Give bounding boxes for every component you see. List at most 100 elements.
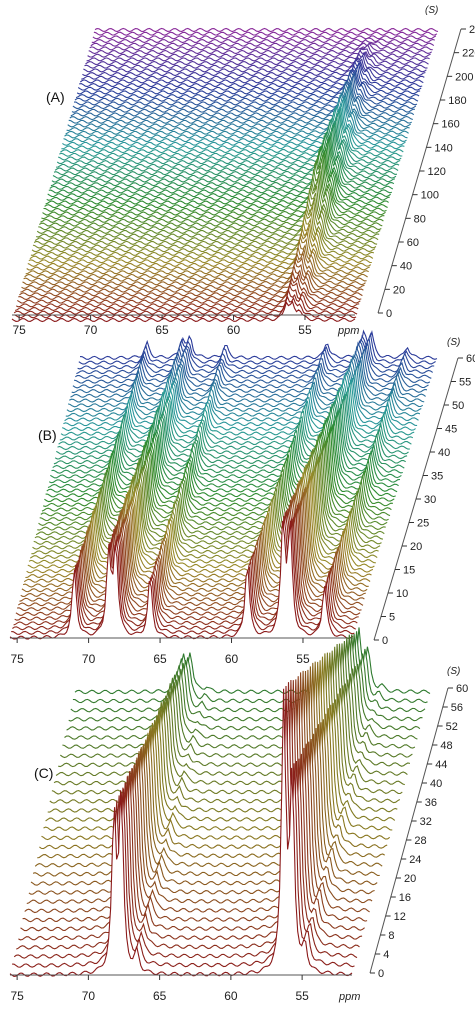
spectral-traces [9,329,438,640]
spectrum-trace [89,42,433,51]
depth-tick-label: 55 [459,377,471,389]
spectrum-trace [85,49,429,66]
spectrum-trace [11,300,356,323]
x-tick-label: 60 [225,652,239,666]
spectrum-trace [69,84,413,121]
x-tick-label: 75 [10,989,24,1003]
spectrum-trace [86,48,430,62]
spectrum-trace [27,227,372,267]
spectrum-trace [64,637,418,740]
spectrum-trace [25,236,369,275]
spectral-traces [9,627,431,977]
spectrum-trace [70,634,426,713]
spectrum-trace [76,339,434,375]
spectrum-trace [36,185,380,238]
spectrum-trace [74,71,419,102]
depth-tick-label: 50 [452,400,464,412]
depth-tick-label: 140 [434,142,452,154]
spectrum-trace [90,39,435,47]
spectrum-trace [32,666,380,877]
spectrum-trace [33,195,378,245]
spectrum-trace [51,650,403,795]
depth-tick-label: 0 [382,635,388,647]
spectrum-trace [16,679,360,950]
panel-label: (B) [38,427,57,443]
spectrum-trace [22,250,366,286]
spectrum-trace [26,670,373,905]
spectrum-trace [34,189,379,242]
spectrum-trace [66,634,421,731]
spectrum-trace [13,288,358,315]
spectrum-trace [30,669,378,886]
spectrum-trace [88,42,432,55]
spectrum-trace [49,135,394,190]
depth-tick-label: 20 [393,284,405,296]
x-tick-label: 55 [296,652,310,666]
depth-tick-label: 45 [445,424,457,436]
depth-tick-label: 20 [404,873,416,885]
spectrum-trace [47,652,398,813]
spectrum-trace [81,58,425,80]
depth-tick-label: 30 [424,494,436,506]
x-tick-label: 65 [155,323,169,337]
x-tick-label: 65 [153,652,167,666]
spectrum-trace [56,113,401,165]
spectrum-trace [92,35,437,40]
depth-axis-label: (S) [447,666,460,677]
spectrum-trace [45,653,396,822]
panel-b: 7570656055ppm051015202530354045505560(S)… [9,329,475,666]
spectrum-trace [50,132,395,187]
depth-tick-label: 16 [399,892,411,904]
x-tick-label: 70 [82,652,96,666]
spectrum-trace [17,276,361,304]
depth-tick-label: 120 [428,166,446,178]
depth-tick-label: 0 [386,308,392,320]
spectrum-trace [22,676,368,923]
spectrum-trace [70,80,415,117]
spectrum-trace [93,31,438,36]
spectrum-trace [91,37,435,44]
x-axis-label: ppm [338,991,360,1003]
spectrum-trace [30,211,375,256]
spectrum-trace [32,201,377,249]
spectrum-trace [63,97,407,143]
spectrum-trace [60,107,404,154]
spectrum-trace [24,240,368,278]
spectrum-trace [29,215,374,260]
depth-tick-label: 220 [462,48,475,60]
depth-tick-label: 200 [455,71,473,83]
depth-tick-label: 56 [451,702,463,714]
spectrum-trace [65,92,409,135]
spectrum-trace [24,672,370,914]
depth-tick-label: 40 [438,447,450,459]
spectrum-trace [70,355,426,398]
spectrum-trace [15,280,360,308]
spectrum-trace [18,270,362,301]
spectrum-trace [38,174,382,231]
spectrum-trace [37,661,385,859]
panel-a: 75 70 65 60 55 ppm 020 40 60 80 100 120 140 160 180 200… [11,5,475,337]
depth-axis-label: (S) [425,5,438,16]
depth-tick-label: 32 [420,816,432,828]
spectrum-trace [66,366,422,413]
depth-tick-label: 20 [410,541,422,553]
spectrum-trace [69,359,425,403]
depth-tick-label: 35 [431,471,443,483]
spectrum-trace [64,96,408,139]
depth-tick-label: 15 [403,565,415,577]
depth-tick-label: 12 [394,911,406,923]
spectrum-trace [68,634,423,722]
spectrum-trace [14,283,359,312]
spectrum-trace [21,255,365,289]
spectrum-trace [65,369,421,417]
spectrum-trace [39,661,388,850]
depth-tick-label: 80 [414,213,426,225]
x-tick-label: 65 [153,989,167,1003]
depth-tick-label: 36 [425,797,437,809]
spectrum-trace [13,682,358,959]
spectrum-trace [36,178,381,234]
depth-tick-label: 40 [400,261,412,273]
spectrum-trace [71,76,415,113]
spectrum-trace [82,54,426,77]
